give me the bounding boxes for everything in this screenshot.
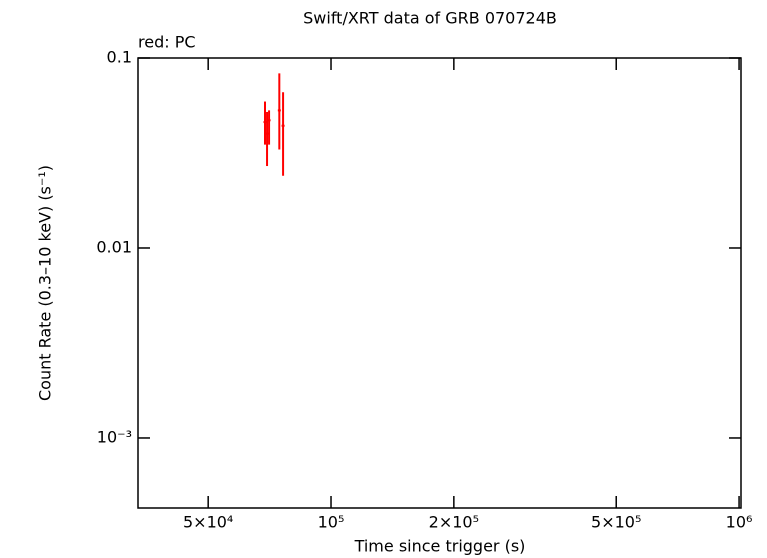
x-axis-label: Time since trigger (s) — [354, 537, 526, 556]
x-tick-label: 10⁵ — [318, 513, 345, 532]
x-tick-label: 10⁶ — [726, 513, 753, 532]
y-axis-label: Count Rate (0.3–10 keV) (s⁻¹) — [36, 165, 55, 401]
x-tick-label: 5×10⁵ — [591, 513, 641, 532]
x-tick-label: 2×10⁵ — [429, 513, 479, 532]
plot-frame — [137, 57, 742, 509]
chart-title: Swift/XRT data of GRB 070724B — [303, 9, 557, 28]
y-tick-label: 0.1 — [107, 48, 132, 67]
annotation: red: PC — [138, 33, 196, 52]
y-tick-label: 10⁻³ — [97, 427, 132, 446]
y-tick-label: 0.01 — [96, 237, 132, 256]
x-tick-label: 5×10⁴ — [183, 513, 233, 532]
